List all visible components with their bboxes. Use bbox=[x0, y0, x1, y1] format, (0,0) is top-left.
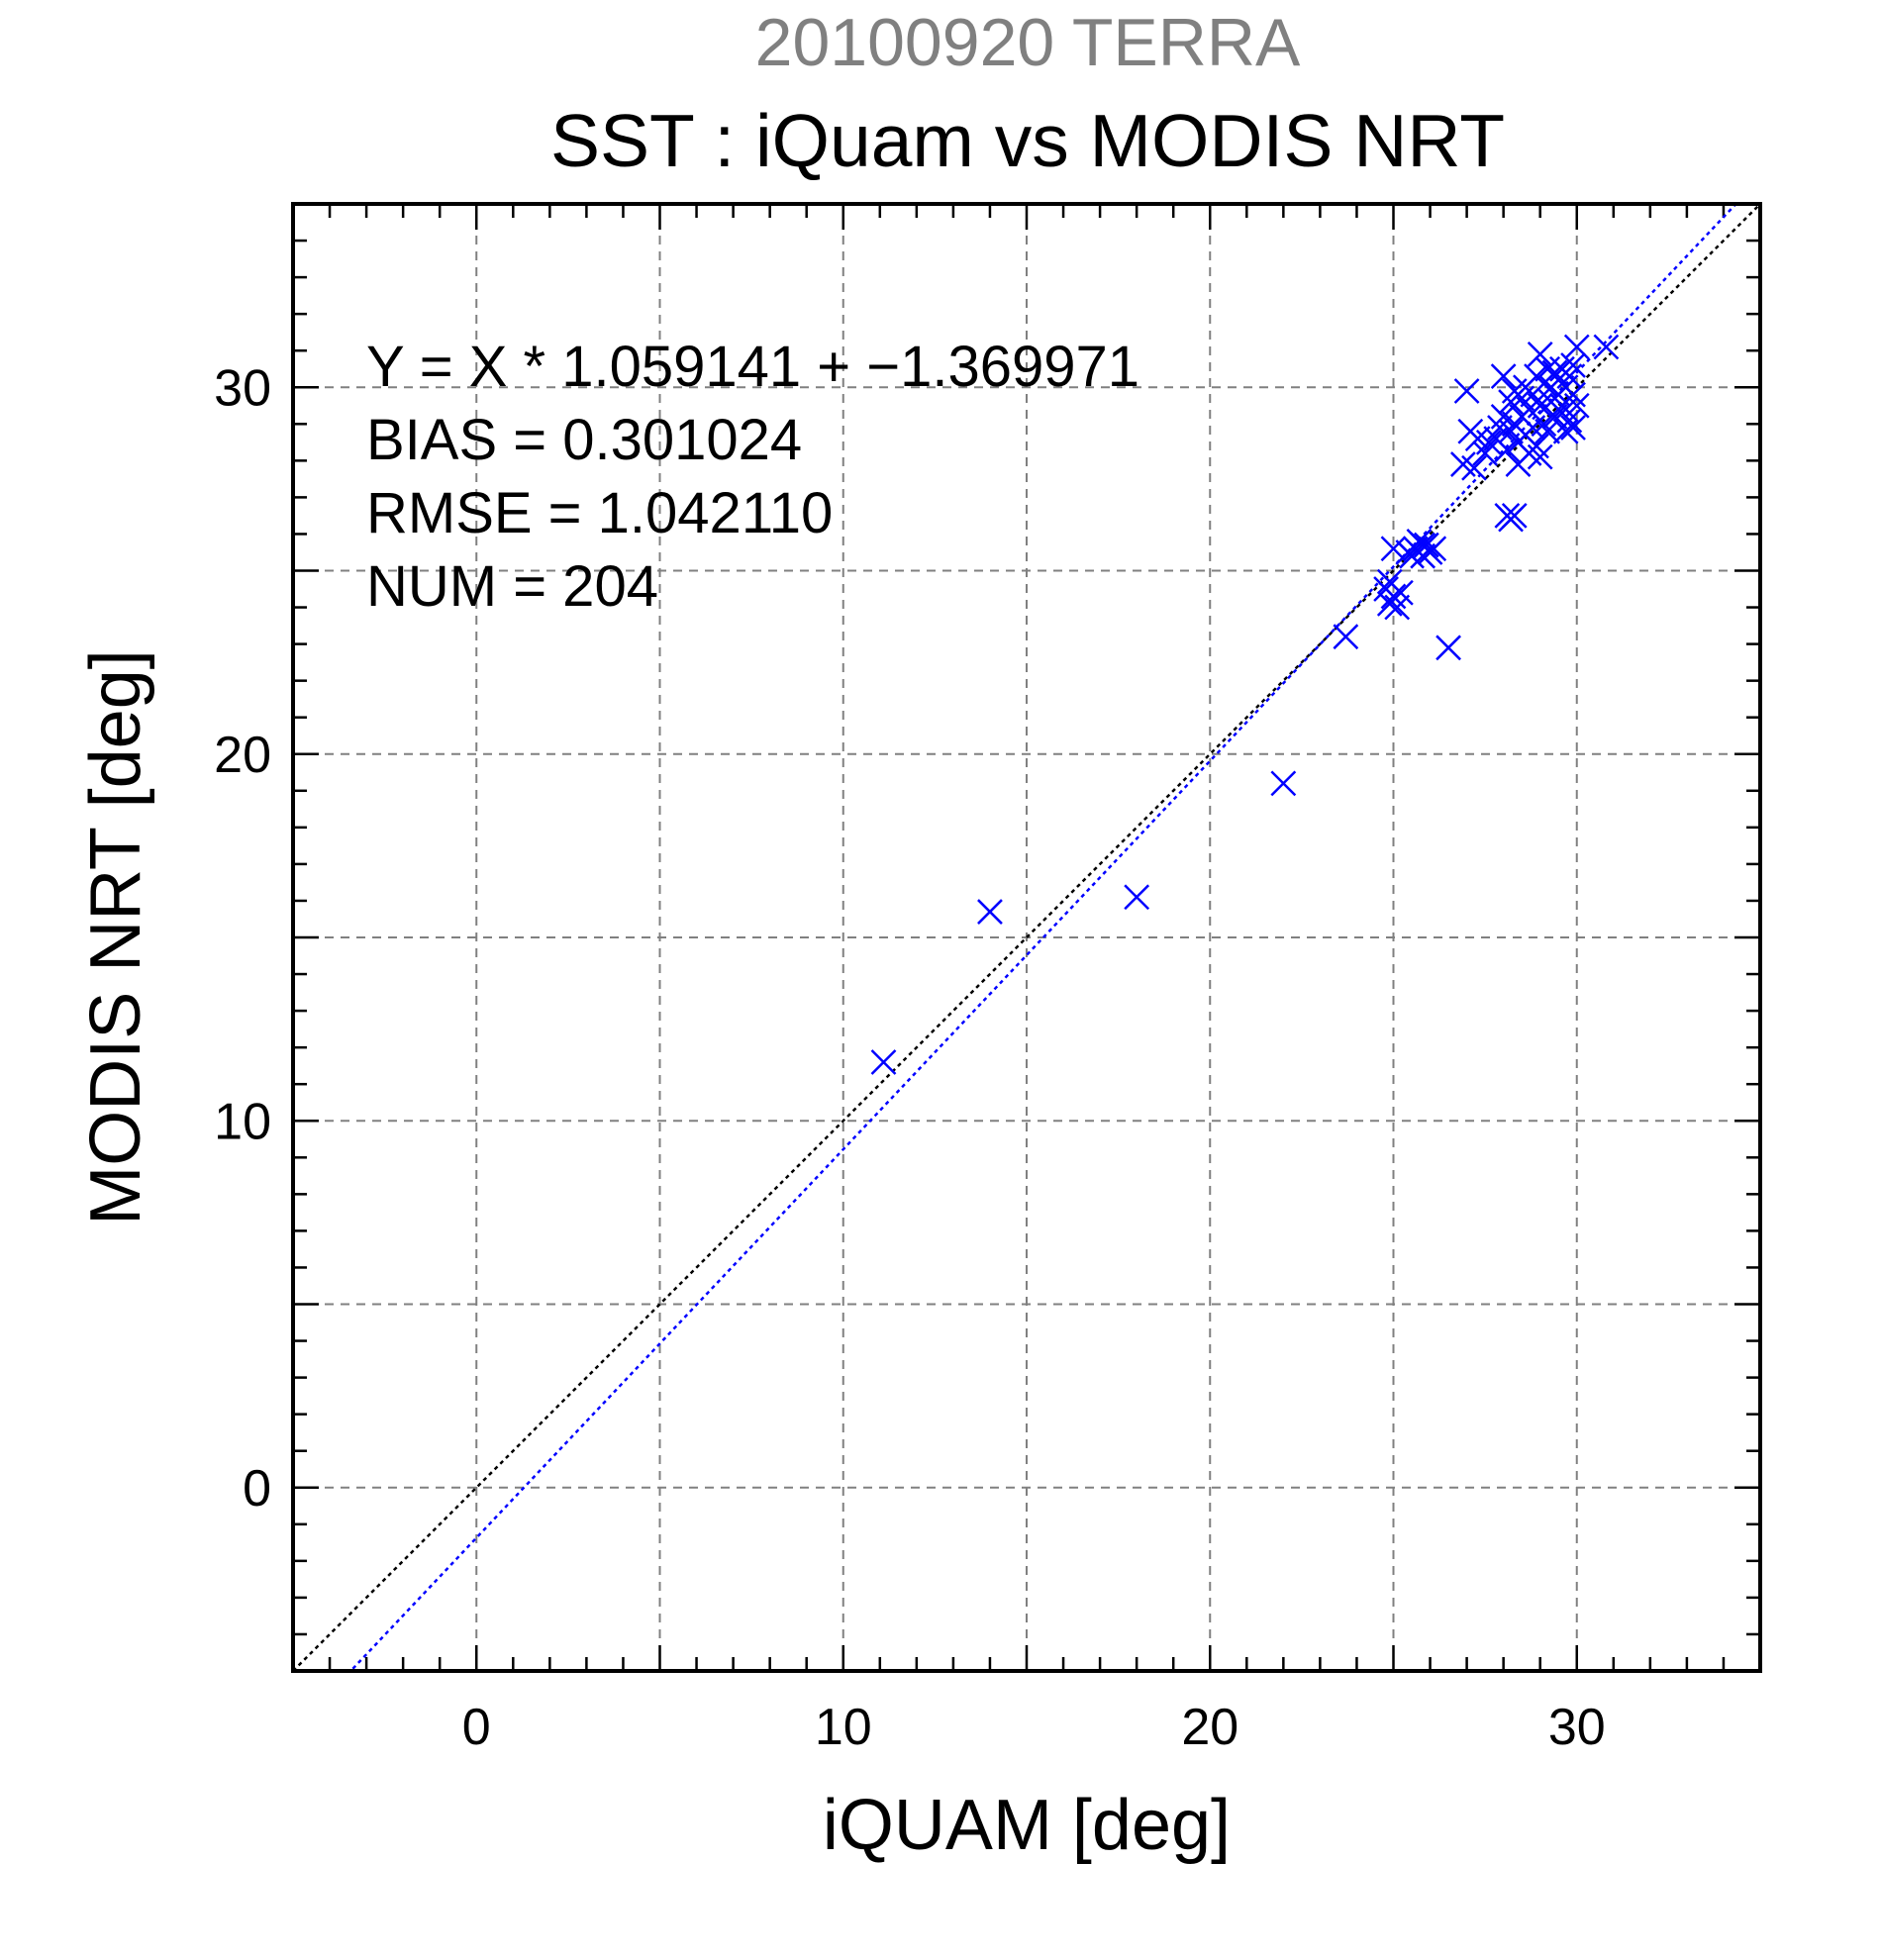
scatter-point-stroke bbox=[1524, 433, 1549, 459]
scatter-point-stroke bbox=[1464, 426, 1491, 452]
scatter-point bbox=[1333, 624, 1359, 650]
scatter-point-stroke bbox=[1563, 392, 1590, 419]
x-tick-label: 20 bbox=[1181, 1699, 1238, 1756]
scatter-point-stroke bbox=[1593, 334, 1620, 360]
statistics-annotation: Y = X * 1.059141 + −1.369971 BIAS = 0.30… bbox=[366, 335, 1139, 619]
scatter-point-stroke bbox=[1410, 532, 1436, 558]
x-tick-labels: 0 10 20 30 bbox=[462, 1699, 1606, 1756]
scatter-point-stroke bbox=[1461, 454, 1487, 481]
scatter-point-stroke bbox=[870, 1049, 897, 1075]
scatter-point bbox=[1541, 359, 1568, 386]
scatter-point bbox=[1593, 334, 1620, 360]
scatter-point-stroke bbox=[1380, 536, 1407, 562]
stat-rmse: RMSE = 1.042110 bbox=[366, 481, 833, 545]
y-axis-label: MODIS NRT [deg] bbox=[76, 649, 155, 1225]
scatter-point bbox=[1527, 443, 1553, 470]
scatter-point bbox=[1563, 334, 1590, 360]
scatter-point-stroke bbox=[1436, 635, 1461, 661]
chart-title: 20100920 TERRA bbox=[755, 5, 1301, 80]
y-tick-label: 20 bbox=[214, 727, 271, 784]
stat-bias: BIAS = 0.301024 bbox=[366, 408, 802, 472]
plot-frame bbox=[291, 202, 1762, 1673]
scatter-point-stroke bbox=[1527, 342, 1553, 367]
scatter-point bbox=[1552, 418, 1579, 444]
stat-num: NUM = 204 bbox=[366, 554, 658, 619]
x-tick-label: 0 bbox=[462, 1699, 491, 1756]
scatter-point bbox=[1270, 770, 1297, 797]
scatter-point bbox=[1501, 503, 1528, 529]
scatter-point-stroke bbox=[1384, 594, 1411, 621]
scatter-point-stroke bbox=[1413, 532, 1439, 558]
scatter-point-stroke bbox=[1560, 415, 1586, 441]
scatter-point-stroke bbox=[1541, 359, 1568, 386]
scatter-point-stroke bbox=[1560, 381, 1586, 408]
scatter-point bbox=[1490, 363, 1517, 390]
scatter-point bbox=[1498, 418, 1524, 444]
scatter-points bbox=[870, 334, 1620, 1075]
scatter-point-stroke bbox=[1494, 437, 1521, 463]
scatter-point bbox=[1388, 579, 1414, 606]
y-tick-label: 10 bbox=[214, 1093, 271, 1150]
scatter-point-stroke bbox=[1380, 583, 1407, 610]
scatter-point-stroke bbox=[1475, 429, 1502, 455]
scatter-point bbox=[1124, 884, 1150, 911]
y-tick-label: 30 bbox=[214, 359, 271, 417]
scatter-point bbox=[1534, 418, 1560, 444]
scatter-point bbox=[1563, 392, 1590, 419]
reference-lines bbox=[293, 204, 1760, 1671]
scatter-point bbox=[1527, 342, 1553, 367]
scatter-point bbox=[1413, 532, 1439, 558]
chart-subtitle: SST : iQuam vs MODIS NRT bbox=[550, 99, 1505, 182]
scatter-point-stroke bbox=[1527, 443, 1553, 470]
scatter-point-stroke bbox=[1421, 536, 1447, 562]
scatter-point-stroke bbox=[1270, 770, 1297, 797]
scatter-point-stroke bbox=[1552, 418, 1579, 444]
scatter-point-stroke bbox=[977, 899, 1003, 925]
scatter-point bbox=[1461, 454, 1487, 481]
scatter-point bbox=[1380, 536, 1407, 562]
scatter-point bbox=[1541, 404, 1568, 430]
scatter-point bbox=[977, 899, 1003, 925]
axis-ticks bbox=[293, 204, 1760, 1671]
scatter-point bbox=[1453, 378, 1480, 404]
scatter-point-stroke bbox=[1563, 334, 1590, 360]
x-axis-label: iQUAM [deg] bbox=[823, 1786, 1231, 1865]
stat-equation: Y = X * 1.059141 + −1.369971 bbox=[366, 335, 1139, 399]
one-to-one-line bbox=[293, 204, 1760, 1671]
scatter-point-stroke bbox=[1501, 503, 1528, 529]
scatter-point bbox=[870, 1049, 897, 1075]
scatter-point-stroke bbox=[1450, 451, 1476, 477]
scatter-point-stroke bbox=[1498, 418, 1524, 444]
scatter-point-stroke bbox=[1333, 624, 1359, 650]
x-tick-label: 30 bbox=[1548, 1699, 1606, 1756]
scatter-point-stroke bbox=[1490, 363, 1517, 390]
y-tick-label: 0 bbox=[243, 1460, 271, 1518]
scatter-point-stroke bbox=[1560, 352, 1586, 378]
scatter-point bbox=[1436, 635, 1461, 661]
scatter-point-stroke bbox=[1541, 404, 1568, 430]
scatter-point bbox=[1410, 532, 1436, 558]
scatter-point bbox=[1384, 594, 1411, 621]
x-tick-label: 10 bbox=[815, 1699, 872, 1756]
y-tick-labels: 0 10 20 30 bbox=[214, 359, 271, 1518]
scatter-point bbox=[1475, 429, 1502, 455]
scatter-point-stroke bbox=[1534, 418, 1560, 444]
scatter-point-stroke bbox=[1388, 579, 1414, 606]
scatter-point bbox=[1560, 415, 1586, 441]
scatter-point-stroke bbox=[1453, 378, 1480, 404]
scatter-point-stroke bbox=[1124, 884, 1150, 911]
